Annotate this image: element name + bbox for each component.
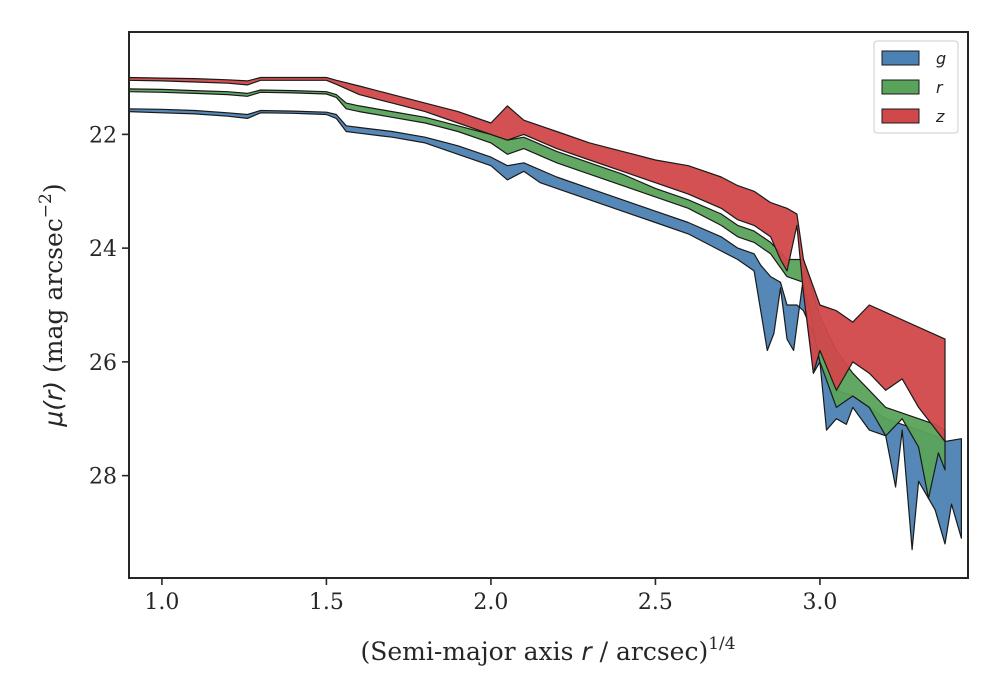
plot-frame xyxy=(128,31,969,579)
x-tick-label: 2.0 xyxy=(473,590,508,615)
x-tick-label: 3.0 xyxy=(802,590,837,615)
y-tick-label: 24 xyxy=(89,237,117,262)
x-axis-label: (Semi-major axis r / arcsec)1/4 xyxy=(360,634,735,666)
y-axis-label-rest: (mag arcsec xyxy=(39,218,68,381)
x-axis-ticks: 1.0 1.5 2.0 2.5 3.0 xyxy=(144,578,837,615)
legend: grz xyxy=(873,40,959,134)
legend-label-r: r xyxy=(936,78,944,97)
y-tick-label: 22 xyxy=(89,123,117,148)
x-axis-label-middle: / arcsec) xyxy=(592,637,709,666)
y-axis-ticks: 22 24 26 28 xyxy=(89,123,129,490)
legend-swatch-z xyxy=(881,108,920,124)
y-axis-label-close: ) xyxy=(39,381,68,393)
series-area-r xyxy=(129,88,946,499)
legend-swatch-r xyxy=(881,79,920,95)
x-axis-label-var: r xyxy=(581,637,593,666)
legend-label-z: z xyxy=(935,107,945,126)
series-area-g xyxy=(129,108,962,551)
series-area-z xyxy=(129,76,946,443)
series-areas xyxy=(129,76,962,551)
y-tick-label: 26 xyxy=(89,351,117,376)
y-axis-label: μ(r) (mag arcsec−2) xyxy=(36,183,68,427)
y-axis-label-sup: −2 xyxy=(36,193,56,218)
x-tick-label: 2.5 xyxy=(638,590,673,615)
y-axis-label-end: ) xyxy=(39,183,68,193)
legend-swatch-g xyxy=(881,50,920,66)
y-tick-label: 28 xyxy=(89,465,117,490)
x-axis-label-sup: 1/4 xyxy=(708,634,735,654)
x-tick-label: 1.0 xyxy=(144,590,179,615)
y-axis-label-var: r xyxy=(39,389,68,401)
x-tick-label: 1.5 xyxy=(309,590,344,615)
y-axis-label-mu: μ( xyxy=(39,400,68,428)
legend-label-g: g xyxy=(936,49,946,68)
x-axis-label-prefix: (Semi-major axis xyxy=(360,637,581,666)
